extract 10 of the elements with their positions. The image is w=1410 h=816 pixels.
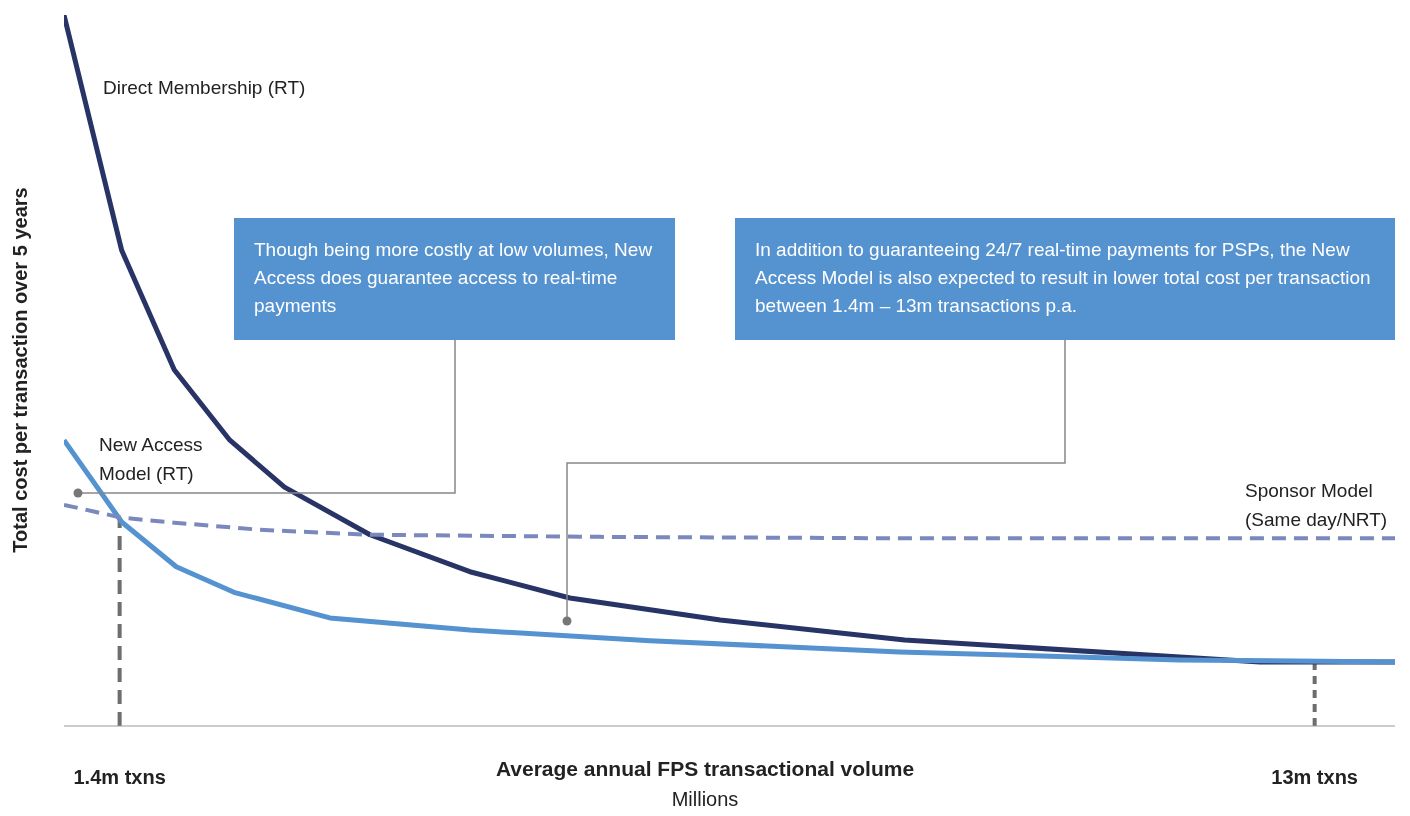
text: Millions [670,788,740,811]
x-tick-label: 13m txns [1271,766,1358,788]
annotation: Though being more costly at low volumes, New Access does guarantee access to real-time payments [234,218,675,340]
x-axis-title: Average annual FPS transactional volume [495,757,915,780]
series-label: Direct Membership (RT) [103,76,307,100]
x-tick-label: 1.4m txns [73,766,166,788]
series-label: Sponsor Model (Same day/NRT) [1245,479,1389,533]
series-label: New Access Model (RT) [99,433,204,487]
y-axis-title: Total cost per transaction over 5 years [8,187,32,553]
annotation: In addition to guaranteeing 24/7 real-time payments for PSPs, the New Access Model is also expected to result in lower total cost per transaction between 1.4m – 13m transactions p.a. [735,218,1395,340]
